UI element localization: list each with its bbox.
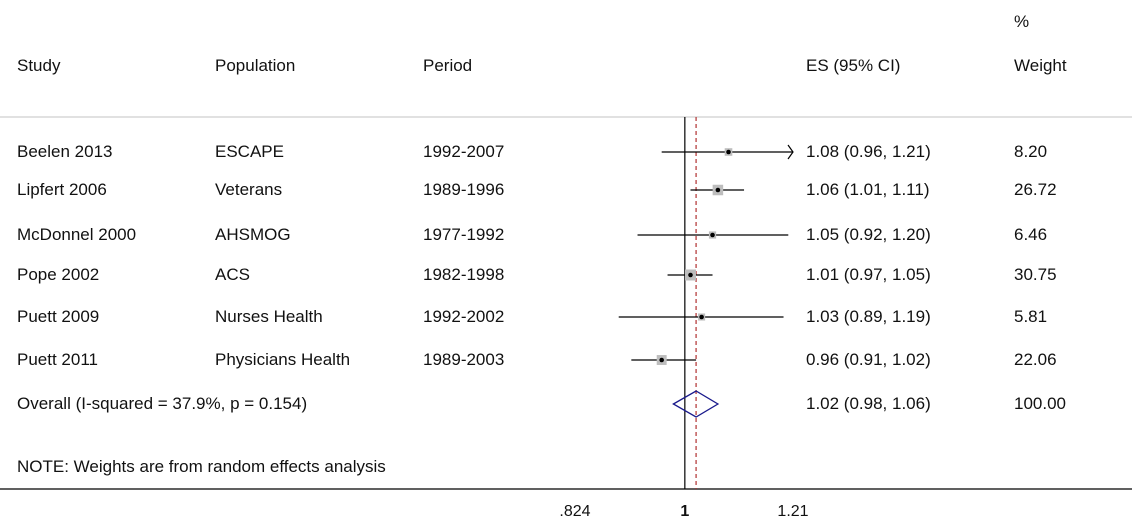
overall-diamond — [672, 390, 720, 418]
study-name: Puett 2011 — [17, 350, 98, 369]
study-name: Pope 2002 — [17, 265, 100, 284]
study-es-text: 1.03 (0.89, 1.19) — [806, 307, 931, 326]
study-population: ACS — [215, 265, 250, 284]
study-population: Physicians Health — [215, 350, 351, 369]
study-population: Nurses Health — [215, 307, 323, 326]
note-text: NOTE: Weights are from random effects an… — [17, 457, 386, 476]
study-period: 1982-1998 — [423, 265, 505, 284]
study-es-text: 1.01 (0.97, 1.05) — [806, 265, 931, 284]
study-name: McDonnel 2000 — [17, 225, 137, 244]
study-es-text: 1.05 (0.92, 1.20) — [806, 225, 931, 244]
study-period: 1989-2003 — [423, 350, 505, 369]
study-period: 1992-2007 — [423, 142, 505, 161]
study-name: Puett 2009 — [17, 307, 100, 326]
study-period: 1989-1996 — [423, 180, 505, 199]
study-weight: 26.72 — [1014, 180, 1057, 199]
header-population: Population — [215, 56, 296, 75]
point-estimate — [715, 187, 721, 193]
x-tick-label: .824 — [559, 503, 590, 520]
study-weight: 6.46 — [1014, 225, 1048, 244]
study-es-text: 0.96 (0.91, 1.02) — [806, 350, 931, 369]
overall-label: Overall (I-squared = 37.9%, p = 0.154) — [17, 394, 308, 413]
study-es-text: 1.06 (1.01, 1.11) — [806, 180, 930, 199]
study-weight: 22.06 — [1014, 350, 1057, 369]
study-period: 1992-2002 — [423, 307, 505, 326]
study-population: ESCAPE — [215, 142, 284, 161]
x-tick-label: 1.21 — [777, 503, 808, 520]
point-estimate — [688, 272, 693, 278]
overall-weight: 100.00 — [1014, 394, 1066, 413]
study-weight: 5.81 — [1014, 307, 1048, 326]
study-period: 1977-1992 — [423, 225, 505, 244]
header-study: Study — [17, 56, 61, 75]
study-name: Beelen 2013 — [17, 142, 113, 161]
header-period: Period — [423, 56, 473, 75]
ci-arrow — [787, 144, 794, 160]
study-population: Veterans — [215, 180, 283, 199]
header-weight-percent: % — [1014, 12, 1030, 31]
study-es-text: 1.08 (0.96, 1.21) — [806, 142, 931, 161]
point-estimate — [659, 357, 664, 363]
study-name: Lipfert 2006 — [17, 180, 107, 199]
header-es: ES (95% CI) — [806, 56, 901, 75]
overall-es-text: 1.02 (0.98, 1.06) — [806, 394, 931, 413]
header-weight: Weight — [1014, 56, 1067, 75]
study-weight: 8.20 — [1014, 142, 1048, 161]
study-population: AHSMOG — [215, 225, 291, 244]
point-estimate — [710, 232, 715, 238]
x-tick-label: 1 — [680, 503, 689, 520]
study-weight: 30.75 — [1014, 265, 1057, 284]
point-estimate — [726, 149, 731, 155]
point-estimate — [699, 314, 704, 320]
